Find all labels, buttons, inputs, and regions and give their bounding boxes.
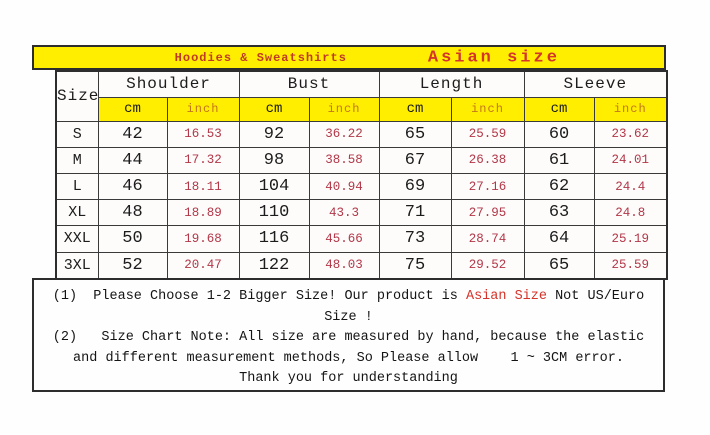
- note-1-text-pre: (1) Please Choose 1-2 Bigger Size! Our p…: [52, 289, 466, 304]
- shoulder-cm-value: 42: [97, 120, 168, 148]
- unit-label-inch: inch: [308, 96, 380, 122]
- table-row: XL 48 18.89 110 43.3 71 27.95 63 24.8: [55, 199, 668, 227]
- note-1-text-post: Not US/Euro: [546, 289, 645, 304]
- shoulder-cm-value: 52: [97, 251, 168, 280]
- category-title: Hoodies & Sweatshirts: [174, 50, 347, 65]
- unit-label-cm: cm: [97, 96, 168, 122]
- shoulder-cm-value: 46: [97, 172, 168, 201]
- bust-inch-value: 45.66: [308, 225, 380, 253]
- bust-cm-value: 104: [238, 172, 310, 201]
- sleeve-inch-value: 25.59: [593, 251, 668, 280]
- bust-cm-value: 116: [238, 225, 310, 253]
- header-row-units: cm inch cm inch cm inch cm inch: [56, 96, 668, 122]
- sleeve-inch-value: 23.62: [593, 120, 668, 148]
- note-2-line-1: (2) Size Chart Note: All size are measur…: [52, 330, 645, 345]
- length-cm-value: 69: [378, 172, 452, 201]
- length-cm-value: 75: [378, 251, 452, 280]
- length-inch-value: 26.38: [450, 146, 525, 174]
- table-row: XXL 50 19.68 116 45.66 73 28.74 64 25.19: [55, 225, 668, 253]
- bust-cm-value: 122: [238, 251, 310, 280]
- sleeve-inch-value: 24.01: [593, 146, 668, 174]
- length-inch-value: 27.16: [450, 172, 525, 201]
- size-value: 3XL: [55, 251, 99, 280]
- unit-label-inch: inch: [450, 96, 525, 122]
- size-value: XXL: [55, 225, 99, 253]
- region-size-title: Asian size: [427, 48, 560, 67]
- column-header-sleeve: SLeeve: [523, 70, 668, 98]
- shoulder-inch-value: 19.68: [166, 225, 240, 253]
- note-1-line-2: Size !: [324, 309, 373, 325]
- note-2-line-2: and different measurement methods, So Pl…: [73, 350, 624, 366]
- note-1-line-1: (1) Please Choose 1-2 Bigger Size! Our p…: [34, 287, 663, 308]
- shoulder-inch-value: 18.11: [166, 172, 240, 201]
- bust-inch-value: 48.03: [308, 251, 380, 280]
- shoulder-cm-value: 50: [97, 225, 168, 253]
- bust-cm-value: 98: [238, 146, 310, 174]
- bust-inch-value: 38.58: [308, 146, 380, 174]
- title-banner: Hoodies & Sweatshirts Asian size: [32, 45, 666, 70]
- length-inch-value: 27.95: [450, 199, 525, 227]
- bust-cm-value: 110: [238, 199, 310, 227]
- sleeve-inch-value: 24.4: [593, 172, 668, 201]
- sleeve-inch-value: 25.19: [593, 225, 668, 253]
- bust-inch-value: 36.22: [308, 120, 380, 148]
- bust-inch-value: 40.94: [308, 172, 380, 201]
- shoulder-cm-value: 48: [97, 199, 168, 227]
- size-chart-table: Size Shoulder Bust Length SLeeve cm inch…: [55, 70, 669, 280]
- column-header-shoulder: Shoulder: [97, 70, 240, 98]
- unit-label-inch: inch: [593, 96, 668, 122]
- sleeve-cm-value: 61: [523, 146, 595, 174]
- unit-label-inch: inch: [166, 96, 240, 122]
- sleeve-cm-value: 64: [523, 225, 595, 253]
- bust-inch-value: 43.3: [308, 199, 380, 227]
- sleeve-cm-value: 63: [523, 199, 595, 227]
- size-value: M: [55, 146, 99, 174]
- table-row: S 42 16.53 92 36.22 65 25.59 60 23.62: [55, 120, 668, 148]
- sleeve-inch-value: 24.8: [593, 199, 668, 227]
- length-inch-value: 29.52: [450, 251, 525, 280]
- sleeve-cm-value: 60: [523, 120, 595, 148]
- notes-box: (1) Please Choose 1-2 Bigger Size! Our p…: [32, 278, 665, 392]
- length-cm-value: 73: [378, 225, 452, 253]
- note-thank-you: Thank you for understanding: [239, 371, 458, 386]
- length-cm-value: 67: [378, 146, 452, 174]
- table-row: M 44 17.32 98 38.58 67 26.38 61 24.01: [55, 146, 668, 174]
- shoulder-cm-value: 44: [97, 146, 168, 174]
- size-value: S: [55, 120, 99, 148]
- shoulder-inch-value: 20.47: [166, 251, 240, 280]
- header-row-groups: Size Shoulder Bust Length SLeeve: [55, 70, 668, 122]
- column-header-size: Size: [55, 70, 99, 122]
- column-header-length: Length: [378, 70, 525, 98]
- length-inch-value: 28.74: [450, 225, 525, 253]
- sleeve-cm-value: 65: [523, 251, 595, 280]
- column-header-bust: Bust: [238, 70, 380, 98]
- note-1-highlight-asian-size: Asian Size: [465, 289, 547, 304]
- shoulder-inch-value: 18.89: [166, 199, 240, 227]
- length-cm-value: 65: [378, 120, 452, 148]
- unit-label-cm: cm: [523, 96, 595, 122]
- length-cm-value: 71: [378, 199, 452, 227]
- size-value: L: [55, 172, 99, 201]
- bust-cm-value: 92: [238, 120, 310, 148]
- shoulder-inch-value: 17.32: [166, 146, 240, 174]
- unit-label-cm: cm: [238, 96, 310, 122]
- sleeve-cm-value: 62: [523, 172, 595, 201]
- length-inch-value: 25.59: [450, 120, 525, 148]
- size-value: XL: [55, 199, 99, 227]
- shoulder-inch-value: 16.53: [166, 120, 240, 148]
- unit-label-cm: cm: [378, 96, 452, 122]
- table-row: L 46 18.11 104 40.94 69 27.16 62 24.4: [55, 172, 668, 201]
- table-row: 3XL 52 20.47 122 48.03 75 29.52 65 25.59: [55, 251, 668, 280]
